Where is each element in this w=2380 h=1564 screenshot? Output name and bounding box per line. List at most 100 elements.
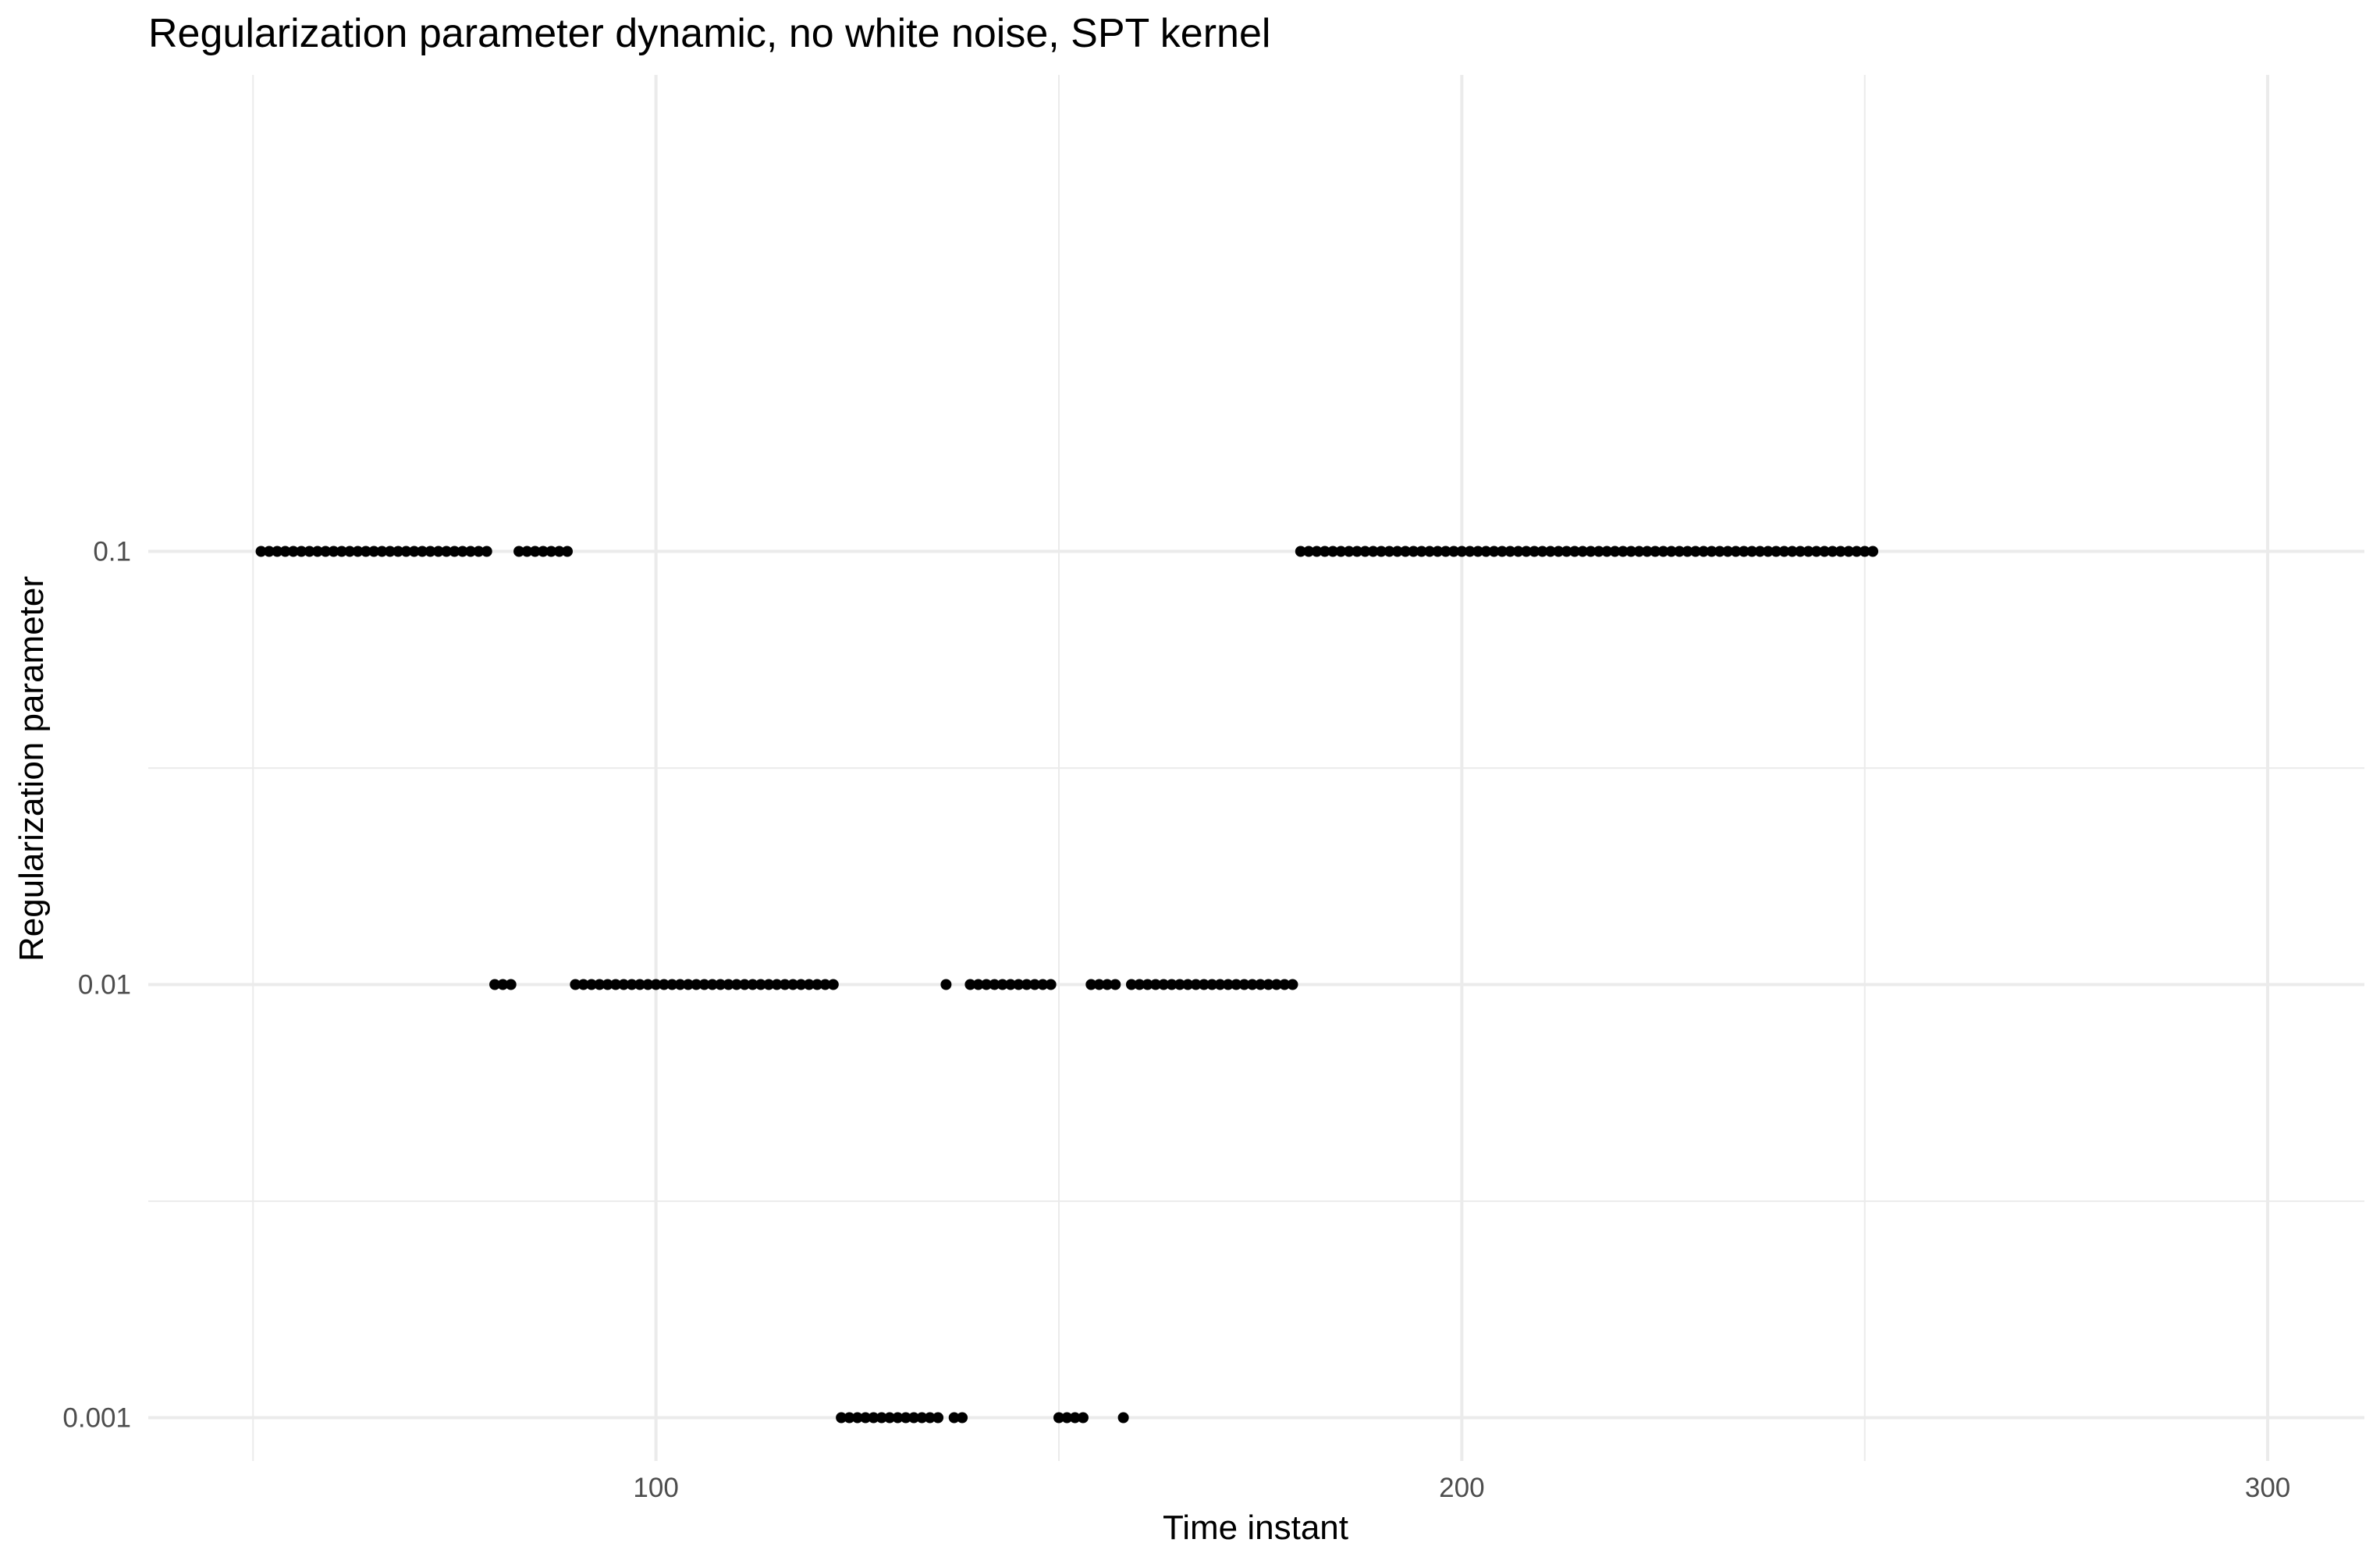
data-point — [1110, 979, 1121, 990]
data-point — [964, 979, 976, 990]
data-point — [634, 979, 645, 990]
data-point — [1263, 979, 1274, 990]
data-point — [513, 546, 525, 557]
data-point — [505, 979, 517, 990]
data-point — [1851, 546, 1863, 557]
data-point — [360, 546, 371, 557]
data-point — [1093, 979, 1105, 990]
data-point — [1504, 546, 1516, 557]
data-point — [545, 546, 557, 557]
data-point — [1585, 546, 1597, 557]
data-point — [473, 546, 485, 557]
data-point — [626, 979, 638, 990]
data-point — [812, 979, 823, 990]
data-point — [787, 979, 799, 990]
data-point — [432, 546, 444, 557]
data-point — [1859, 546, 1870, 557]
data-point — [1577, 546, 1589, 557]
data-point — [1512, 546, 1524, 557]
data-point — [384, 546, 396, 557]
data-point — [981, 979, 993, 990]
data-point — [706, 979, 718, 990]
data-point — [1416, 546, 1427, 557]
data-point — [932, 1412, 944, 1424]
data-point — [1827, 546, 1838, 557]
data-point — [594, 979, 606, 990]
y-axis-ticks: 0.001 0.01 0.1 — [62, 537, 131, 1434]
data-point — [1158, 979, 1170, 990]
data-point — [1496, 546, 1508, 557]
data-point — [1182, 979, 1194, 990]
data-point — [1843, 546, 1855, 557]
data-point — [481, 546, 492, 557]
data-point — [1408, 546, 1419, 557]
data-point — [1544, 546, 1556, 557]
data-point — [465, 546, 477, 557]
data-point — [1231, 979, 1242, 990]
data-point — [1464, 546, 1476, 557]
data-point — [272, 546, 283, 557]
data-point — [1238, 979, 1250, 990]
data-point — [779, 979, 790, 990]
data-point — [1730, 546, 1742, 557]
data-point — [1706, 546, 1718, 557]
data-point — [311, 546, 323, 557]
data-point — [521, 546, 533, 557]
data-point — [336, 546, 347, 557]
data-point — [715, 979, 726, 990]
data-point — [497, 979, 509, 990]
data-point — [1738, 546, 1749, 557]
data-point — [449, 546, 460, 557]
data-point — [1593, 546, 1604, 557]
data-point — [1641, 546, 1653, 557]
data-point — [698, 979, 710, 990]
data-point — [1561, 546, 1572, 557]
data-point — [1101, 979, 1113, 990]
data-point — [996, 979, 1008, 990]
data-point — [1746, 546, 1758, 557]
data-point — [287, 546, 299, 557]
data-point — [1190, 979, 1202, 990]
data-point — [1674, 546, 1686, 557]
data-point — [1665, 546, 1677, 557]
y-axis-title: Regularization parameter — [12, 576, 51, 962]
data-point — [1206, 979, 1218, 990]
data-point — [1367, 546, 1379, 557]
chart-title: Regularization parameter dynamic, no whi… — [148, 11, 1270, 56]
data-point — [1391, 546, 1403, 557]
data-point — [320, 546, 332, 557]
data-point — [296, 546, 307, 557]
x-axis-title: Time instant — [1163, 1509, 1348, 1547]
data-point — [1536, 546, 1548, 557]
data-point — [570, 979, 581, 990]
data-point — [1214, 979, 1226, 990]
data-point — [279, 546, 291, 557]
data-point — [1117, 1412, 1129, 1424]
data-point — [1819, 546, 1831, 557]
data-point — [868, 1412, 879, 1424]
data-point — [1480, 546, 1492, 557]
data-point — [658, 979, 670, 990]
data-point — [553, 546, 565, 557]
data-point — [562, 546, 574, 557]
data-point — [803, 979, 815, 990]
data-point — [924, 1412, 936, 1424]
data-point — [1149, 979, 1161, 990]
data-point — [900, 1412, 911, 1424]
data-point — [747, 979, 758, 990]
data-point — [1343, 546, 1355, 557]
data-point — [400, 546, 412, 557]
data-point — [1778, 546, 1790, 557]
data-point — [876, 1412, 887, 1424]
data-point — [1553, 546, 1565, 557]
data-point — [1795, 546, 1806, 557]
data-point — [376, 546, 388, 557]
data-point — [795, 979, 807, 990]
data-point — [1376, 546, 1387, 557]
data-point — [916, 1412, 928, 1424]
data-point — [1295, 546, 1306, 557]
data-point — [1246, 979, 1258, 990]
data-point — [1432, 546, 1444, 557]
data-point — [538, 546, 549, 557]
data-point — [1754, 546, 1766, 557]
